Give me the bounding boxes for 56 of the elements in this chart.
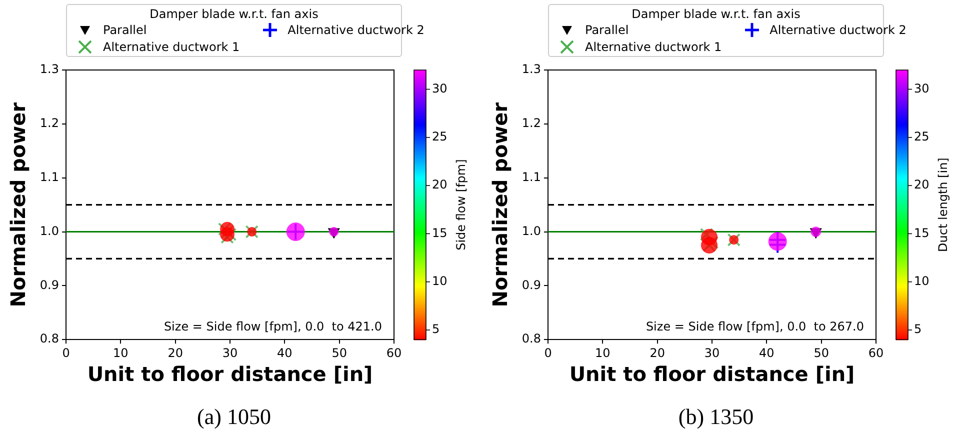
x-axis-title: Unit to floor distance [in] (569, 362, 855, 386)
x-tick-label: 50 (814, 346, 829, 360)
legend-title: Damper blade w.r.t. fan axis (630, 6, 802, 22)
annotation: Size = Side flow [fpm], 0.0 to 267.0 (646, 320, 864, 334)
y-tick-label: 0.9 (522, 278, 541, 292)
color-bar-label: 20 (914, 178, 930, 192)
color-bar-label: 25 (432, 130, 448, 144)
x-tick-label: 0 (544, 346, 552, 360)
x-tick-label: 10 (595, 346, 610, 360)
y-tick-label: 1.0 (40, 224, 59, 238)
color-bar-label: 10 (914, 274, 930, 288)
color-bar-label: 30 (432, 81, 448, 96)
legend-label: Alternative ductwork 2 (288, 22, 424, 38)
legend-label: Alternative ductwork 2 (770, 22, 906, 38)
color-bar-title: Duct length [in] (936, 158, 950, 252)
x-tick-label: 0 (62, 346, 70, 360)
text: (b) 1350 (677, 404, 755, 430)
y-tick-label: 1.3 (40, 62, 59, 76)
y-tick-label: 1.2 (40, 116, 59, 130)
x-tick-label: 40 (277, 346, 292, 360)
color-bar-label: 20 (432, 178, 448, 192)
y-tick-label: 0.8 (522, 332, 541, 346)
x-tick-label: 50 (332, 346, 347, 360)
color-bar-label: 10 (432, 274, 448, 288)
y-tick-label: 0.8 (40, 332, 59, 346)
x-tick-label: 60 (386, 346, 402, 360)
x-tick-label: 30 (704, 346, 720, 360)
y-axis-title: Normalized power (488, 102, 512, 308)
y-tick-label: 1.0 (522, 224, 541, 238)
color-bar-label: 5 (914, 322, 922, 336)
y-tick-label: 1.3 (522, 62, 541, 76)
y-tick-label: 1.1 (40, 170, 59, 184)
y-tick-label: 0.9 (40, 278, 59, 292)
color-bar-title: Side flow [fpm] (454, 159, 468, 250)
color-bar-label: 25 (914, 130, 930, 144)
x-tick-label: 60 (868, 346, 884, 360)
color-bar-label: 30 (914, 81, 930, 96)
color-bar-label: 15 (432, 226, 448, 240)
color-bar-label: 5 (432, 322, 440, 336)
x-tick-label: 20 (168, 346, 183, 360)
legend-label: Alternative ductwork 1 (585, 39, 722, 55)
x-tick-label: 10 (113, 346, 128, 360)
text: (a) 1050 (196, 404, 272, 430)
annotation: Size = Side flow [fpm], 0.0 to 421.0 (164, 320, 382, 334)
x-axis-title: Unit to floor distance [in] (87, 362, 373, 386)
x-tick-label: 20 (650, 346, 665, 360)
color-bar-label: 15 (914, 226, 930, 240)
legend-label: Parallel (103, 22, 147, 38)
x-tick-label: 30 (222, 346, 238, 360)
legend-label: Parallel (585, 22, 629, 38)
legend-title: Damper blade w.r.t. fan axis (148, 6, 320, 22)
y-axis-title: Normalized power (6, 102, 30, 308)
legend-label: Alternative ductwork 1 (103, 39, 240, 55)
y-tick-label: 1.2 (522, 116, 541, 130)
x-tick-label: 40 (759, 346, 774, 360)
y-tick-label: 1.1 (522, 170, 541, 184)
